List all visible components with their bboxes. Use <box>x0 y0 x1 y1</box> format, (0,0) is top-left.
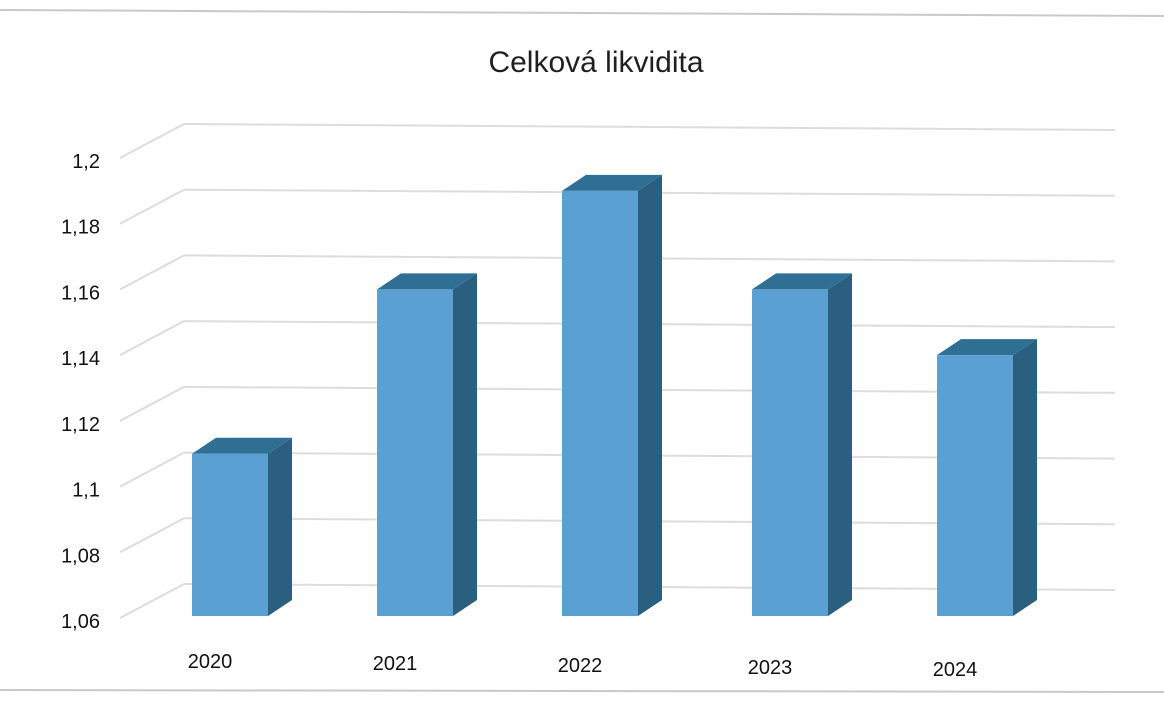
gridline-depth <box>119 254 185 291</box>
x-tick-label: 2022 <box>558 655 603 677</box>
bar-side <box>828 273 852 616</box>
bar-top <box>562 174 662 191</box>
y-tick-label: 1,16 <box>61 282 100 304</box>
bar-front <box>562 190 638 616</box>
gridline-depth <box>119 385 185 422</box>
y-tick-label: 1,18 <box>61 217 100 239</box>
bar-top <box>752 273 852 290</box>
bar-side <box>453 273 477 616</box>
y-tick-label: 1,14 <box>61 348 100 370</box>
bar-2021 <box>377 273 477 616</box>
bar-front <box>377 289 453 616</box>
bar-side <box>638 174 662 616</box>
top-rule <box>0 9 1164 17</box>
y-axis-ticks: 1,06 1,08 1,1 1,12 1,14 1,16 1,18 1,2 <box>61 151 100 633</box>
bar-front <box>752 289 828 616</box>
gridline-depth <box>119 451 185 488</box>
y-tick-label: 1,12 <box>61 414 100 436</box>
bar-side <box>1013 339 1037 616</box>
gridline-depth <box>119 320 185 357</box>
x-tick-label: 2023 <box>748 657 793 679</box>
bar-2020 <box>192 437 292 616</box>
bar-2023 <box>752 273 852 616</box>
x-axis-ticks: 2020 2021 2022 2023 2024 <box>188 651 978 681</box>
bar-front <box>192 453 268 616</box>
x-tick-label: 2024 <box>933 659 978 681</box>
chart-title: Celková likvidita <box>488 46 703 79</box>
gridline <box>183 123 1116 131</box>
y-tick-label: 1,06 <box>61 611 100 633</box>
bar-front <box>937 355 1013 616</box>
bar-2024 <box>937 339 1037 616</box>
bar-top <box>192 437 292 454</box>
x-tick-label: 2021 <box>373 653 418 675</box>
y-tick-label: 1,2 <box>72 151 100 173</box>
y-tick-label: 1,1 <box>72 480 100 502</box>
gridline-depth <box>119 583 185 619</box>
bar-top <box>937 339 1037 356</box>
gridline-depth <box>119 188 185 225</box>
bottom-rule <box>0 689 1164 693</box>
bar-2022 <box>562 174 662 616</box>
bar-side <box>268 437 292 616</box>
bar-top <box>377 273 477 290</box>
y-tick-label: 1,08 <box>61 545 100 567</box>
gridline-depth <box>119 123 185 159</box>
x-tick-label: 2020 <box>188 651 233 673</box>
gridline-depth <box>119 517 185 554</box>
bars <box>192 174 1037 616</box>
